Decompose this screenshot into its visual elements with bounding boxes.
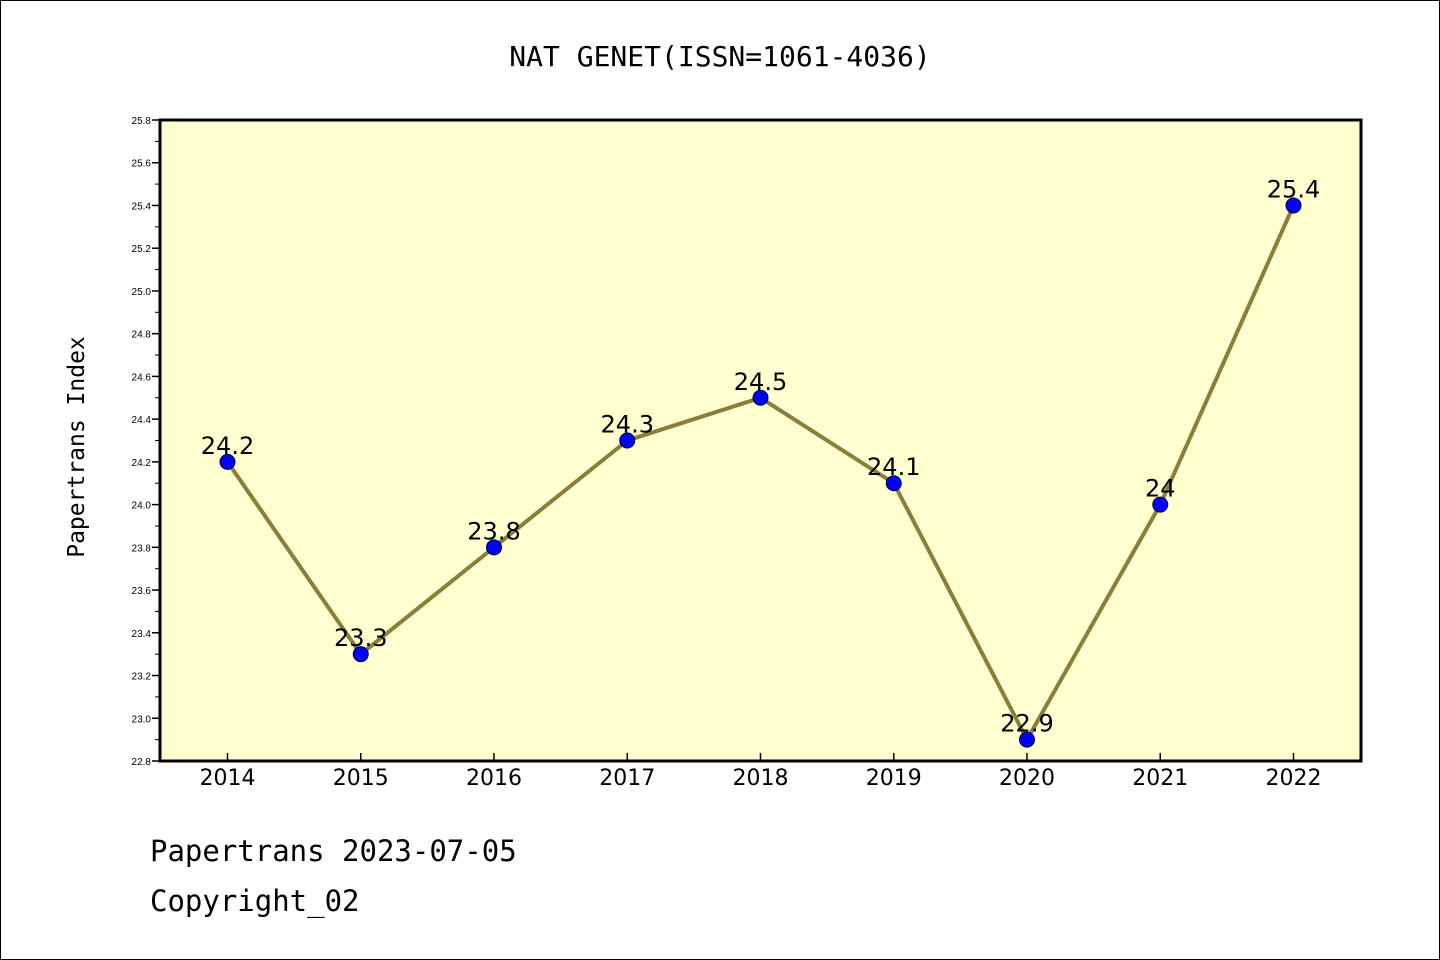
x-tick-label: 2020 xyxy=(999,766,1055,791)
footer-copyright: Copyright_02 xyxy=(150,884,360,918)
y-tick-label: 24.8 xyxy=(132,330,152,341)
data-point-marker xyxy=(1152,496,1169,513)
data-label: 22.9 xyxy=(1000,710,1053,738)
x-tick-label: 2021 xyxy=(1132,766,1188,791)
y-tick-label: 25.2 xyxy=(132,244,152,255)
data-label: 23.3 xyxy=(334,624,387,652)
data-point-marker xyxy=(219,453,236,470)
data-point-marker xyxy=(752,389,769,406)
data-point-marker xyxy=(352,646,369,663)
data-point-marker xyxy=(486,539,502,556)
data-label: 25.4 xyxy=(1267,175,1320,203)
series-markers xyxy=(219,197,1302,748)
x-tick-label: 2016 xyxy=(466,766,522,791)
y-tick-label: 23.8 xyxy=(132,543,152,554)
y-axis-label: Papertrans Index xyxy=(64,336,90,558)
y-tick-label: 23.0 xyxy=(132,714,152,725)
data-point-marker xyxy=(1285,197,1302,214)
y-tick-label: 24.6 xyxy=(132,372,152,383)
plot-border xyxy=(158,118,1363,763)
data-label: 23.8 xyxy=(467,517,520,545)
footer-date: Papertrans 2023-07-05 xyxy=(150,834,517,868)
y-tick-label: 25.0 xyxy=(132,287,152,298)
data-label: 24.5 xyxy=(734,368,787,396)
data-label: 24.3 xyxy=(601,411,654,439)
y-tick-label: 24.4 xyxy=(132,415,152,426)
data-point-marker xyxy=(885,475,902,492)
y-tick-label: 25.8 xyxy=(132,116,152,127)
y-tick-label: 24.0 xyxy=(132,501,152,512)
data-point-marker xyxy=(1019,731,1035,748)
x-tick-label: 2015 xyxy=(333,766,389,791)
x-axis-ticks: 2014 2015 2016 2017 2018 2019 2020 2021 2022 xyxy=(200,753,1322,791)
data-label: 24 xyxy=(1145,475,1176,503)
x-tick-label: 2019 xyxy=(866,766,922,791)
y-tick-label: 23.4 xyxy=(132,629,152,640)
y-axis-ticks: 22.8 23.0 23.2 23.4 23.6 23.8 24.0 24.2 24.4 24.6… xyxy=(132,116,160,768)
data-label: 24.1 xyxy=(867,453,920,481)
chart-title: NAT GENET(ISSN=1061-4036) xyxy=(509,40,930,73)
y-tick-label: 24.2 xyxy=(132,458,152,469)
y-tick-label: 25.6 xyxy=(132,159,152,170)
y-tick-label: 23.2 xyxy=(132,672,152,683)
x-tick-label: 2017 xyxy=(599,766,655,791)
plot-area xyxy=(160,120,1361,761)
y-tick-label: 25.4 xyxy=(132,201,152,212)
x-tick-label: 2014 xyxy=(200,766,256,791)
x-tick-label: 2022 xyxy=(1266,766,1322,791)
x-tick-label: 2018 xyxy=(733,766,789,791)
y-tick-label: 23.6 xyxy=(132,586,152,597)
data-point-marker xyxy=(619,432,636,449)
data-labels: 24.2 23.3 23.8 24.3 24.5 24.1 22.9 24 25.4 xyxy=(201,175,1320,737)
data-label: 24.2 xyxy=(201,432,254,460)
y-tick-label: 22.8 xyxy=(132,757,152,768)
